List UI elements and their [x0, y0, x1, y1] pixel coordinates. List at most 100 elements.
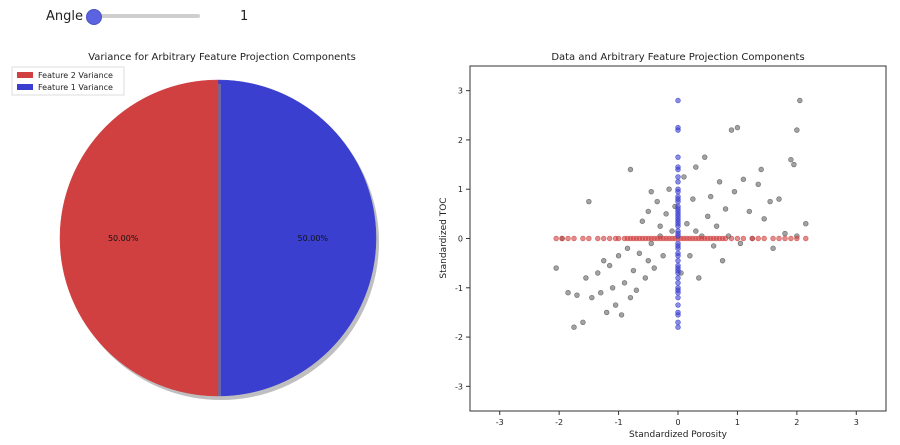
y-tick-label: 3 — [458, 87, 463, 96]
projection-x-point — [606, 235, 613, 242]
projection-y-point — [675, 97, 681, 104]
pie-legend-entry: Feature 1 Variance — [38, 83, 113, 92]
data-point — [687, 253, 693, 259]
scatter-chart: Data and Arbitrary Feature Projection Co… — [439, 52, 887, 440]
x-tick-label: -1 — [615, 418, 623, 427]
data-point — [580, 319, 586, 325]
y-tick-label: -3 — [455, 382, 463, 391]
projection-x-point — [734, 235, 741, 242]
projection-x-point — [580, 235, 586, 242]
data-point — [737, 240, 744, 247]
data-point — [770, 245, 776, 252]
data-point — [598, 290, 604, 296]
x-tick-label: 1 — [735, 418, 740, 427]
data-point — [681, 174, 687, 180]
data-point — [728, 127, 735, 133]
y-tick-label: 1 — [458, 185, 463, 194]
data-point — [702, 154, 708, 160]
data-point — [669, 228, 675, 234]
pie-legend-swatch — [17, 72, 33, 78]
projection-x-point — [571, 235, 577, 242]
pie-chart: Variance for Arbitrary Feature Projectio… — [11, 52, 379, 400]
pie-legend-box — [11, 66, 125, 96]
projection-x-point — [761, 235, 767, 242]
data-point — [776, 196, 782, 202]
data-point — [791, 161, 797, 168]
angle-slider-handle[interactable] — [85, 9, 102, 25]
data-point — [767, 198, 773, 205]
projection-x-point — [615, 235, 622, 242]
projection-y-point — [675, 290, 681, 296]
data-point — [761, 216, 767, 222]
data-point — [633, 287, 640, 293]
scatter-axis-ticks: -3 -2 -1 0 1 2 3 -3 -2 -1 0 1 2 3 — [455, 87, 859, 427]
data-point — [690, 196, 696, 202]
projection-y-point — [675, 188, 681, 195]
data-point — [565, 290, 571, 296]
data-point — [722, 206, 729, 212]
y-tick-label: -2 — [455, 333, 463, 342]
data-point — [583, 275, 589, 281]
x-tick-label: 0 — [675, 418, 680, 427]
data-point — [645, 257, 651, 264]
pie-slice-label: 50.00% — [108, 234, 139, 243]
data-point — [574, 292, 580, 298]
data-point — [601, 257, 607, 264]
projection-x-point — [755, 235, 761, 242]
projection-y-point — [675, 319, 681, 325]
data-point — [627, 166, 634, 173]
data-point — [589, 294, 595, 301]
projection-y-point — [675, 223, 681, 229]
projection-y-point — [675, 127, 681, 133]
projection-y-point — [675, 245, 681, 252]
projection-y-point — [675, 233, 681, 239]
projection-x-point — [740, 235, 747, 242]
y-tick-label: -1 — [455, 284, 463, 293]
data-point — [803, 221, 809, 227]
data-point — [693, 228, 699, 234]
pie-slices: 50.00% 50.00% — [59, 79, 379, 400]
data-point — [713, 223, 720, 229]
pie-legend-swatch — [17, 84, 33, 90]
data-point — [553, 265, 559, 271]
data-point — [734, 124, 741, 131]
data-point — [666, 186, 672, 192]
pie-slice — [59, 79, 219, 397]
pie-legend: Feature 2 Variance Feature 1 Variance — [11, 66, 125, 96]
angle-slider-label: Angle — [46, 9, 83, 24]
data-point — [788, 156, 794, 163]
angle-slider-widget: Angle 1 — [0, 0, 300, 32]
projection-x-point — [788, 235, 794, 242]
data-point — [630, 267, 637, 274]
projection-x-point — [728, 235, 735, 242]
projection-x-point — [553, 235, 559, 242]
data-point — [710, 243, 717, 249]
projection-y-point — [675, 198, 681, 205]
data-point — [696, 275, 702, 281]
projection-x-point — [782, 235, 788, 242]
scatter-chart-title: Data and Arbitrary Feature Projection Co… — [551, 52, 804, 63]
data-point — [705, 213, 711, 220]
data-point — [621, 280, 628, 286]
y-tick-label: 0 — [458, 235, 463, 244]
projection-x-point — [595, 235, 601, 242]
projection-y-point — [675, 324, 681, 330]
projection-y-point — [675, 275, 681, 281]
projection-x-point — [586, 235, 592, 242]
angle-slider-track[interactable] — [92, 14, 200, 18]
projection-x-point — [565, 235, 571, 242]
data-point — [758, 166, 764, 173]
data-point — [657, 223, 663, 229]
x-tick-label: 2 — [794, 418, 799, 427]
projection-y-point — [675, 302, 681, 308]
projection-x-point — [794, 235, 800, 242]
data-point — [797, 97, 803, 104]
data-point — [642, 275, 649, 281]
pie-chart-title: Variance for Arbitrary Feature Projectio… — [88, 52, 356, 63]
data-point — [609, 285, 616, 291]
projection-x-point — [601, 235, 607, 242]
data-point — [731, 188, 738, 195]
data-point — [740, 176, 747, 183]
projection-x-point — [770, 235, 776, 242]
data-point — [719, 257, 726, 264]
